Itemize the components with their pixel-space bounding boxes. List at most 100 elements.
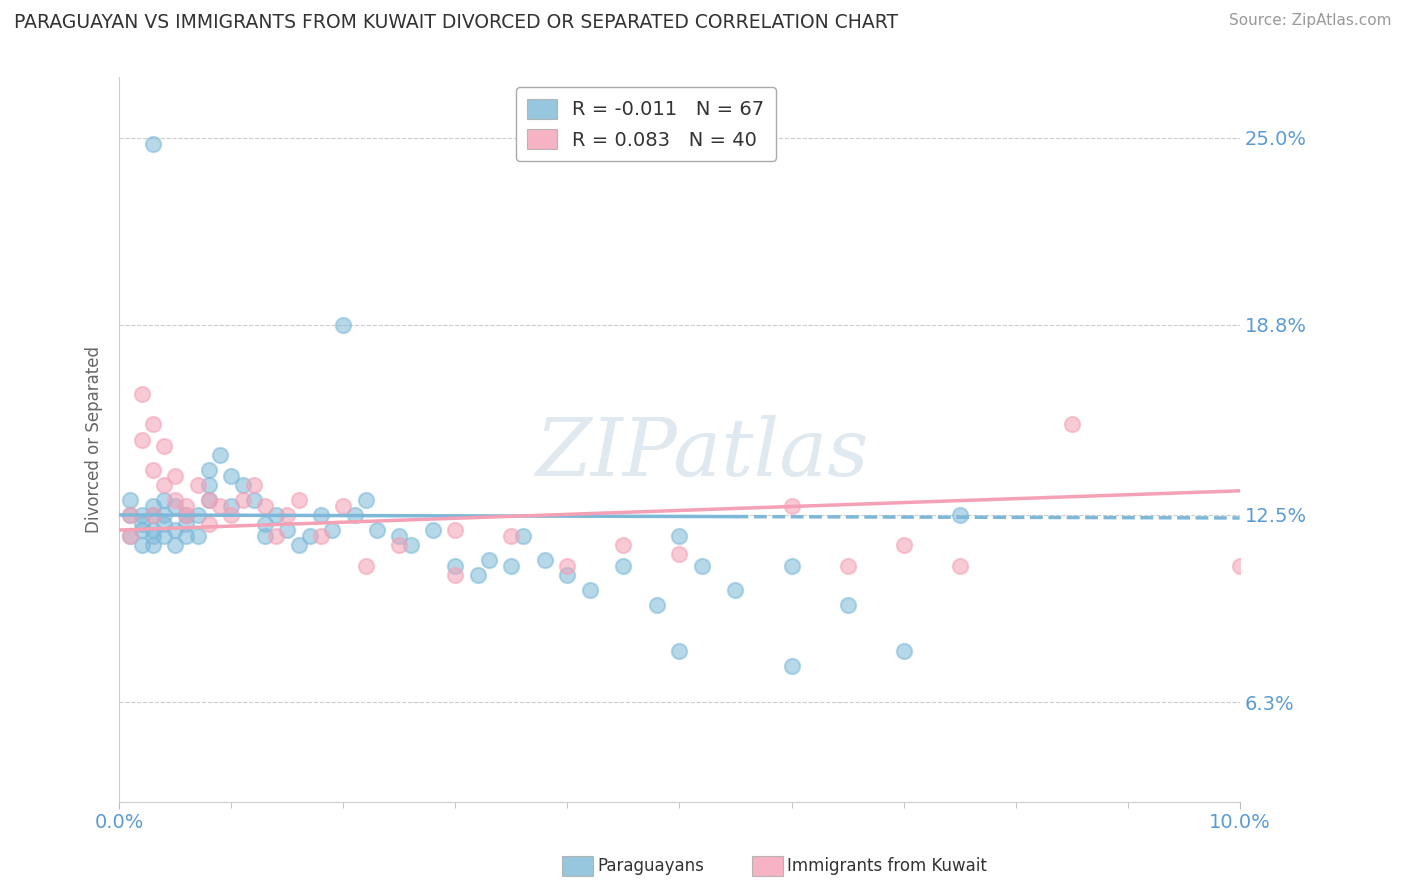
Point [231,492,253,507]
Point [612,559,634,574]
Point [1229,559,1251,574]
Point [264,529,287,543]
Point [120,508,142,522]
Point [253,499,276,513]
Point [165,499,187,513]
Point [948,508,970,522]
Point [153,477,176,491]
Point [579,583,602,598]
Point [187,508,209,522]
Point [120,529,142,543]
Point [837,599,859,613]
Point [612,538,634,552]
Point [321,523,343,537]
Point [298,529,321,543]
Point [187,529,209,543]
Point [366,523,388,537]
Point [131,508,153,522]
Point [153,516,176,531]
Point [120,492,142,507]
Point [1060,417,1083,432]
Point [142,529,165,543]
Point [176,516,198,531]
Point [221,499,243,513]
Point [668,644,690,658]
Point [780,658,803,673]
Point [780,559,803,574]
Text: PARAGUAYAN VS IMMIGRANTS FROM KUWAIT DIVORCED OR SEPARATED CORRELATION CHART: PARAGUAYAN VS IMMIGRANTS FROM KUWAIT DIV… [14,13,898,32]
Point [165,538,187,552]
Y-axis label: Divorced or Separated: Divorced or Separated [86,346,103,533]
Point [176,508,198,522]
Point [131,387,153,401]
Point [893,644,915,658]
Point [142,508,165,522]
Point [209,448,232,462]
Point [242,492,264,507]
Point [467,568,489,582]
Point [142,523,165,537]
Point [501,529,523,543]
Point [512,529,534,543]
Point [142,417,165,432]
Point [142,499,165,513]
Point [444,523,467,537]
Point [837,559,859,574]
Point [142,136,165,151]
Point [165,468,187,483]
Point [343,508,366,522]
Point [165,523,187,537]
Point [120,508,142,522]
Point [501,559,523,574]
Text: Source: ZipAtlas.com: Source: ZipAtlas.com [1229,13,1392,29]
Point [231,477,253,491]
Point [142,508,165,522]
Text: Paraguayans: Paraguayans [598,857,704,875]
Point [253,529,276,543]
Point [209,499,232,513]
Point [198,463,221,477]
Point [444,559,467,574]
Point [557,559,579,574]
Point [645,599,668,613]
Point [142,538,165,552]
Point [276,508,298,522]
Point [131,433,153,447]
Point [332,499,354,513]
Point [668,547,690,561]
Point [131,516,153,531]
Point [153,438,176,452]
Point [309,529,332,543]
Point [276,523,298,537]
Point [287,492,309,507]
Point [388,529,411,543]
Point [478,553,501,567]
Point [388,538,411,552]
Legend: R = -0.011   N = 67, R = 0.083   N = 40: R = -0.011 N = 67, R = 0.083 N = 40 [516,87,776,161]
Point [221,468,243,483]
Point [893,538,915,552]
Point [198,477,221,491]
Text: Immigrants from Kuwait: Immigrants from Kuwait [787,857,987,875]
Point [198,492,221,507]
Point [287,538,309,552]
Point [557,568,579,582]
Point [131,523,153,537]
Point [242,477,264,491]
Text: ZIPatlas: ZIPatlas [536,416,869,492]
Point [253,516,276,531]
Point [176,499,198,513]
Point [221,508,243,522]
Point [354,492,377,507]
Point [142,463,165,477]
Point [165,492,187,507]
Point [422,523,444,537]
Point [264,508,287,522]
Point [309,508,332,522]
Point [399,538,422,552]
Point [153,529,176,543]
Point [332,318,354,332]
Point [444,568,467,582]
Point [198,516,221,531]
Point [668,529,690,543]
